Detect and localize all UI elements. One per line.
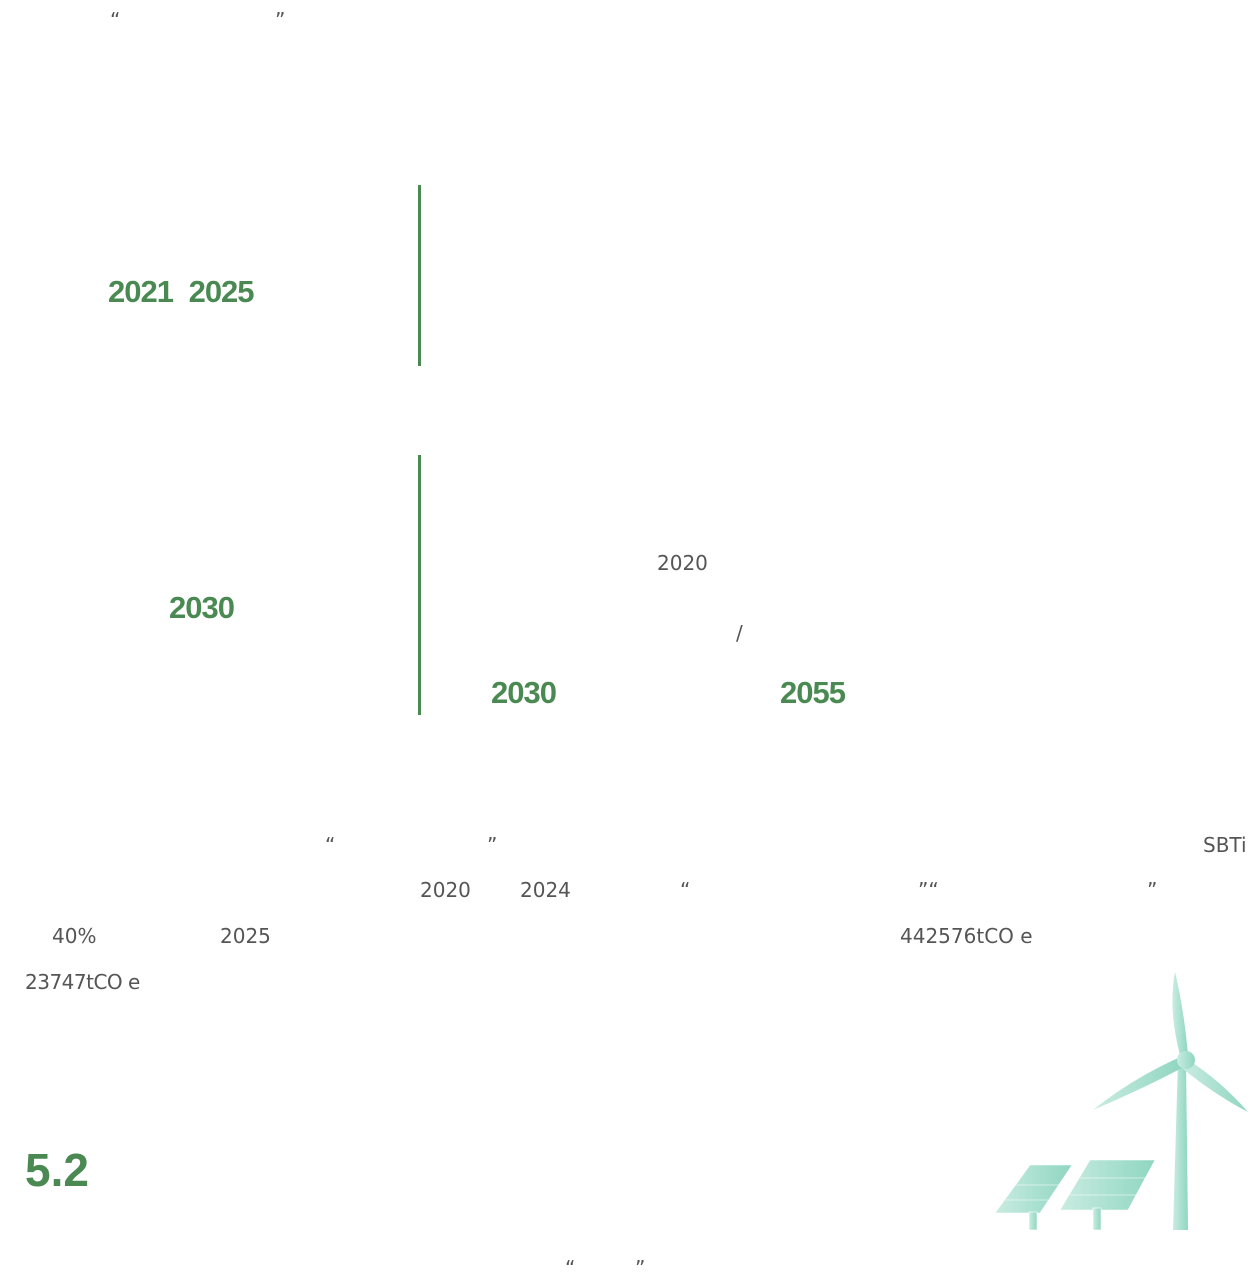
page: “ ” 2021 2025 2030 2020 / 2030 2055 “ ” … [0, 0, 1257, 1277]
solar-panels [995, 1160, 1155, 1230]
illustration [0, 0, 1257, 1277]
